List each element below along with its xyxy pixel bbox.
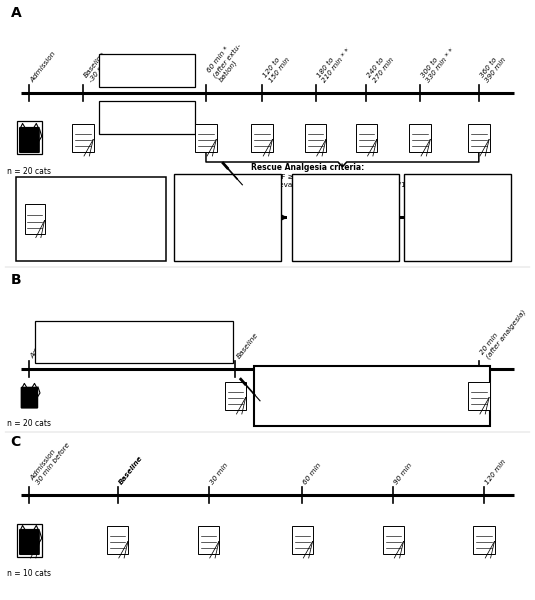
Text: 60 min: 60 min xyxy=(302,463,323,486)
FancyBboxPatch shape xyxy=(99,54,195,87)
FancyBboxPatch shape xyxy=(292,174,399,261)
FancyBboxPatch shape xyxy=(72,124,94,152)
Text: B: B xyxy=(11,273,21,287)
Text: NS, SDS and VAS
UFEPS
UFEPS–SF
Glasgow CMPS-Feline: NS, SDS and VAS UFEPS UFEPS–SF Glasgow C… xyxy=(56,195,133,227)
FancyBboxPatch shape xyxy=(468,124,490,152)
FancyBboxPatch shape xyxy=(174,174,281,261)
Text: 3rd Rescue Analgesia: 3rd Rescue Analgesia xyxy=(409,180,506,189)
Text: UFEPS-SF ≥ 4/12 or
Clinical evaluation (even if UFEPS-SF < 4/12 - 4 cases): UFEPS-SF ≥ 4/12 or Clinical evaluation (… xyxy=(251,174,448,187)
FancyBboxPatch shape xyxy=(107,526,128,554)
FancyBboxPatch shape xyxy=(409,124,431,152)
FancyBboxPatch shape xyxy=(195,124,217,152)
Text: n = 10 cats: n = 10 cats xyxy=(7,569,51,578)
Text: 60 min *
(after extu-
bation): 60 min * (after extu- bation) xyxy=(206,38,248,83)
Text: Methadone
(0.2 mg/kg, IV  or IM)¹
or
Dipyrone
(12,5 mg/kg, IV)¹: Methadone (0.2 mg/kg, IV or IM)¹ or Dipy… xyxy=(189,192,266,235)
Text: 300 to
330 min * *: 300 to 330 min * * xyxy=(420,43,456,83)
Text: 120 to
150 min: 120 to 150 min xyxy=(262,52,291,83)
FancyBboxPatch shape xyxy=(19,526,40,554)
FancyBboxPatch shape xyxy=(19,127,40,153)
FancyBboxPatch shape xyxy=(225,382,246,410)
Text: Rescue Analgesia: Rescue Analgesia xyxy=(330,372,414,381)
Text: 30 min: 30 min xyxy=(209,463,229,486)
FancyBboxPatch shape xyxy=(17,121,42,154)
FancyBboxPatch shape xyxy=(473,526,495,554)
FancyBboxPatch shape xyxy=(468,382,490,410)
FancyBboxPatch shape xyxy=(21,386,38,409)
Text: Pain Assessment: Pain Assessment xyxy=(56,183,136,192)
FancyBboxPatch shape xyxy=(19,529,40,555)
Text: 90 min: 90 min xyxy=(393,463,414,486)
FancyBboxPatch shape xyxy=(99,101,195,134)
FancyBboxPatch shape xyxy=(292,526,313,554)
Text: Baseline: Baseline xyxy=(235,332,259,360)
Text: Rescue Analgesia criteria:: Rescue Analgesia criteria: xyxy=(251,163,365,172)
Text: C: C xyxy=(11,435,21,449)
FancyBboxPatch shape xyxy=(356,124,377,152)
Text: 2nd Rescue Analgesia: 2nd Rescue Analgesia xyxy=(295,180,395,189)
Text: Dipyrone
(12,5 mg/kg, IV)²
or
Methadone
(0.2 mg/kg, IV  or IM)¹: Dipyrone (12,5 mg/kg, IV)² or Methadone … xyxy=(307,192,384,235)
Text: n = 20 cats: n = 20 cats xyxy=(7,419,51,428)
FancyBboxPatch shape xyxy=(25,204,45,234)
Text: Admission: Admission xyxy=(29,50,57,83)
Text: Methadone (0.1 - 0.2 mg/kg IM or IV)¹
or
Nalbuphine (0.5 mg/kg  IM or IV)¹: Methadone (0.1 - 0.2 mg/kg IM or IV)¹ or… xyxy=(306,383,438,408)
FancyBboxPatch shape xyxy=(198,526,219,554)
Text: 20 min
(after analgesia): 20 min (after analgesia) xyxy=(479,304,527,360)
Text: Admission: Admission xyxy=(29,327,57,360)
Text: Clinical assesment: Clinical assesment xyxy=(91,337,176,346)
Text: Admission
30 min before: Admission 30 min before xyxy=(29,438,71,486)
Text: 120 min: 120 min xyxy=(484,459,507,486)
Text: Table SI: Table SI xyxy=(130,66,164,75)
FancyBboxPatch shape xyxy=(16,177,166,261)
Text: Baseline
-30 min: Baseline -30 min xyxy=(83,51,112,83)
FancyBboxPatch shape xyxy=(35,321,233,363)
FancyBboxPatch shape xyxy=(254,366,490,426)
Text: A: A xyxy=(11,6,21,20)
FancyBboxPatch shape xyxy=(383,526,404,554)
Text: n = 20 cats: n = 20 cats xyxy=(7,167,51,176)
Text: 180 to
210 min * *: 180 to 210 min * * xyxy=(316,43,351,83)
FancyBboxPatch shape xyxy=(305,124,326,152)
Text: 1st Rescue Analgesia: 1st Rescue Analgesia xyxy=(179,180,276,189)
Text: 360 to
390 min: 360 to 390 min xyxy=(479,52,508,83)
FancyBboxPatch shape xyxy=(17,523,42,557)
Text: Methadone
(0.1 or 0.2 mg/kg, IM)¹
+
Ketamine
(1 mg/kg, IM): Methadone (0.1 or 0.2 mg/kg, IM)¹ + Keta… xyxy=(418,192,497,233)
Text: Surgery: Surgery xyxy=(129,113,165,122)
Text: 240 to
270 min: 240 to 270 min xyxy=(366,52,395,83)
Text: Baseline: Baseline xyxy=(118,455,144,486)
FancyBboxPatch shape xyxy=(404,174,511,261)
FancyBboxPatch shape xyxy=(251,124,273,152)
